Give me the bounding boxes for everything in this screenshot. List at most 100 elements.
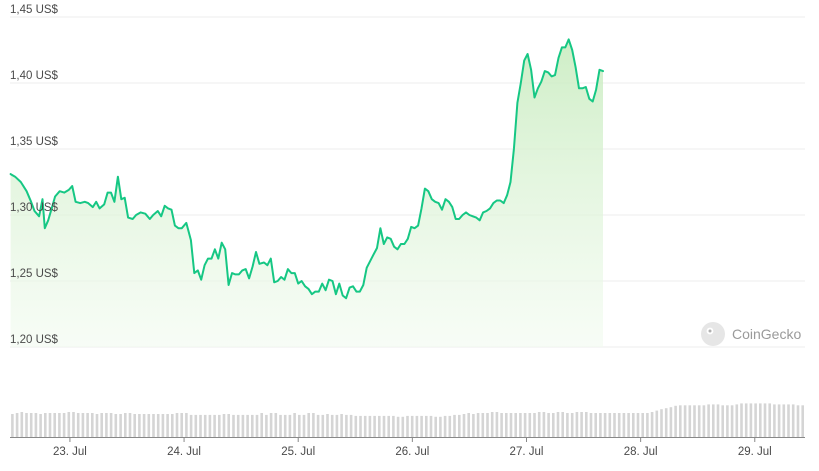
coingecko-watermark: CoinGecko — [701, 322, 801, 346]
volume-bar — [81, 413, 85, 437]
volume-bar — [147, 414, 151, 437]
volume-bar — [349, 414, 353, 437]
volume-bar — [227, 414, 230, 437]
volume-bar — [142, 414, 146, 437]
volume-bar — [787, 404, 790, 437]
gecko-logo-icon — [701, 322, 725, 346]
volume-bar — [133, 414, 136, 437]
volume-bar — [48, 413, 52, 437]
volume-bar — [161, 414, 165, 437]
volume-bar — [594, 413, 597, 437]
volume-bar — [547, 413, 550, 437]
volume-bar — [189, 414, 193, 437]
volume-bar — [519, 413, 522, 437]
volume-bar — [476, 413, 480, 437]
volume-bar — [768, 403, 771, 437]
volume-bar — [448, 415, 452, 437]
watermark-text: CoinGecko — [732, 326, 801, 342]
volume-bar — [326, 414, 329, 437]
volume-bar — [622, 413, 626, 437]
volume-bar — [702, 405, 706, 437]
volume-bar — [218, 414, 221, 437]
volume-bar — [91, 413, 94, 437]
volume-bar — [53, 413, 56, 437]
volume-bar — [232, 414, 235, 437]
volume-bar — [796, 405, 800, 437]
volume-bar — [251, 414, 254, 437]
volume-bar — [669, 407, 673, 437]
volume-bar — [199, 414, 202, 437]
volume-bar — [359, 415, 362, 437]
volume-bar — [15, 413, 19, 437]
y-tick-label: 1,20 US$ — [10, 334, 59, 346]
x-tick-label: 25. Jul — [281, 446, 315, 458]
volume-bar — [542, 412, 546, 437]
volume-bar — [429, 415, 433, 437]
volume-bar — [627, 413, 630, 437]
volume-bar — [312, 413, 315, 437]
volume-bar — [363, 415, 367, 437]
volume-bar — [603, 413, 607, 437]
volume-bar — [62, 413, 66, 437]
volume-bar — [533, 413, 536, 437]
volume-bar — [495, 412, 499, 437]
volume-bar — [589, 413, 593, 437]
price-line-path[interactable] — [9, 38, 604, 300]
volume-bar — [34, 413, 38, 437]
volume-bar — [537, 412, 541, 437]
x-axis: 23. Jul 24. Jul 25. Jul 26. Jul 27. Jul 28. J… — [10, 437, 805, 458]
volume-bar — [721, 405, 724, 437]
volume-bar — [293, 413, 296, 437]
volume-bar — [185, 413, 188, 437]
volume-bar — [25, 413, 28, 437]
volume-bar — [11, 414, 14, 437]
volume-bar — [316, 414, 320, 437]
volume-bar — [693, 405, 696, 437]
volume-bar — [712, 404, 715, 437]
volume-bar — [194, 414, 198, 437]
volume-bar — [782, 404, 786, 437]
volume-bar — [345, 414, 348, 437]
volume-bar — [269, 413, 273, 437]
volume-bar — [222, 414, 226, 437]
volume-bar — [443, 415, 447, 437]
volume-bar — [321, 414, 325, 437]
volume-bar — [44, 413, 47, 437]
volume-bar — [283, 414, 287, 437]
volume-bar — [105, 413, 108, 437]
y-tick-label: 1,25 US$ — [10, 268, 59, 280]
volume-bar — [613, 413, 616, 437]
volume-bar — [307, 413, 310, 437]
volume-bar — [246, 414, 249, 437]
volume-bar — [599, 413, 602, 437]
volume-bar — [674, 405, 677, 437]
volume-bar — [773, 404, 776, 437]
volume-bar — [203, 414, 207, 437]
volume-bar — [523, 413, 527, 437]
volume-bar — [481, 413, 485, 437]
volume-bar — [288, 414, 292, 437]
volume-bar — [749, 403, 753, 437]
volume-bar — [740, 403, 743, 437]
gecko-pupil-icon — [708, 329, 712, 333]
volume-bar — [255, 414, 259, 437]
volume-bar — [655, 410, 659, 437]
volume-bar — [265, 414, 268, 437]
volume-bar — [72, 412, 75, 437]
volume-bar — [20, 412, 24, 437]
volume-bar — [392, 415, 395, 437]
volume-bar — [552, 413, 555, 437]
volume-bar — [744, 403, 748, 437]
volume-bar — [754, 403, 757, 437]
volume-bar — [636, 413, 640, 437]
volume-bar — [791, 404, 795, 437]
volume-bar — [213, 414, 216, 437]
volume-bar — [439, 416, 442, 437]
volume-bar — [580, 412, 583, 437]
volume-bar — [100, 413, 103, 437]
volume-bar — [434, 416, 437, 437]
volume-bar — [650, 412, 654, 437]
volume-bar — [570, 413, 574, 437]
volume-bar — [716, 404, 720, 437]
price-line[interactable] — [9, 38, 604, 300]
